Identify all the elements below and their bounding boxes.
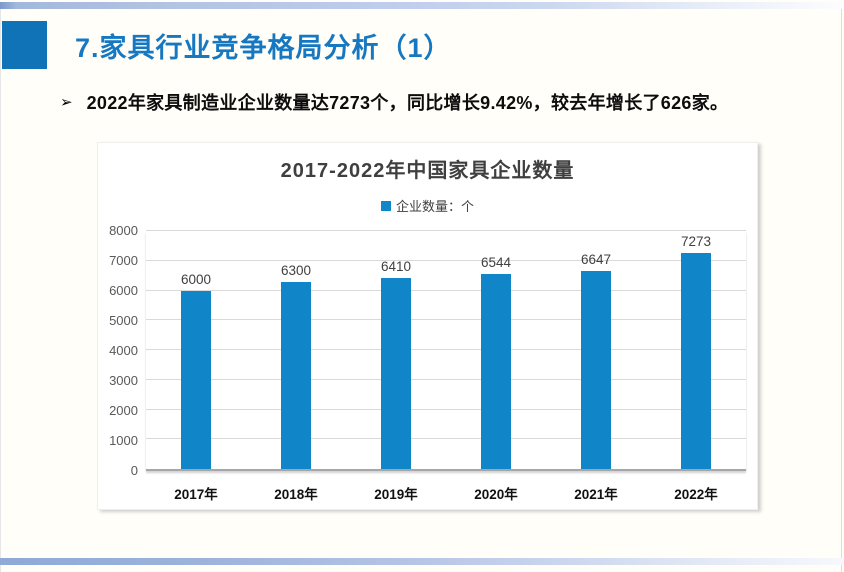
x-tick-label: 2018年 xyxy=(274,487,318,502)
chart-panel: 2017-2022年中国家具企业数量 企业数量：个 0 1000 2000 3000 4… xyxy=(97,142,758,510)
gridline xyxy=(146,438,746,440)
gridline xyxy=(146,230,746,231)
bar xyxy=(681,252,711,469)
title-accent-square xyxy=(2,21,47,69)
top-accent-band xyxy=(0,2,844,9)
plot-area: 6000 6300 6410 6544 6647 7273 xyxy=(146,230,746,471)
bar-value-label: 6000 xyxy=(180,271,212,287)
page-title: 7.家具行业竞争格局分析（1） xyxy=(75,33,452,63)
slide-right-edge xyxy=(841,9,842,572)
y-tick-label: 6000 xyxy=(109,283,138,298)
bar xyxy=(180,290,211,469)
bar-value-label: 6647 xyxy=(580,252,612,268)
legend-swatch-icon xyxy=(380,200,391,211)
x-tick-label: 2020年 xyxy=(474,487,518,502)
bar-value-label: 6410 xyxy=(380,259,412,275)
x-tick-label: 2021年 xyxy=(574,487,618,502)
y-tick-label: 1000 xyxy=(109,433,138,448)
y-tick-label: 7000 xyxy=(109,253,138,268)
bar xyxy=(281,281,311,469)
bar-value-label: 6544 xyxy=(480,255,512,271)
bullet-item: ➢ 2022年家具制造业企业数量达7273个，同比增长9.42%，较去年增长了6… xyxy=(60,91,820,115)
x-tick-label: 2019年 xyxy=(374,487,418,502)
bar xyxy=(381,278,411,469)
y-axis: 0 1000 2000 3000 4000 5000 6000 7000 8000 xyxy=(98,223,138,478)
legend-label: 企业数量：个 xyxy=(395,199,474,214)
y-tick-label: 8000 xyxy=(109,223,138,238)
bar-value-label: 7273 xyxy=(680,233,712,249)
y-tick-label: 5000 xyxy=(109,313,138,328)
chart-legend: 企业数量：个 xyxy=(98,196,757,215)
gridline xyxy=(146,378,746,380)
bar-value-label: 6300 xyxy=(280,262,312,278)
gridline xyxy=(146,408,746,410)
bottom-accent-band xyxy=(0,558,844,565)
gridline xyxy=(146,349,746,350)
chart-title: 2017-2022年中国家具企业数量 xyxy=(280,160,575,182)
y-tick-label: 0 xyxy=(130,463,138,478)
bullet-arrow-icon: ➢ xyxy=(60,94,73,111)
gridline xyxy=(146,319,746,321)
bullet-text: 2022年家具制造业企业数量达7273个，同比增长9.42%，较去年增长了626… xyxy=(86,93,729,113)
bar xyxy=(581,271,611,469)
x-tick-label: 2022年 xyxy=(674,487,718,502)
bar xyxy=(481,274,511,469)
gridline xyxy=(146,289,746,291)
y-tick-label: 3000 xyxy=(109,373,138,388)
x-axis: 2017年 2018年 2019年 2020年 2021年 2022年 xyxy=(146,483,746,503)
y-tick-label: 2000 xyxy=(109,403,138,418)
gridline xyxy=(146,259,746,261)
slide-left-edge xyxy=(0,9,1,572)
x-tick-label: 2017年 xyxy=(174,487,218,502)
y-tick-label: 4000 xyxy=(109,343,138,358)
